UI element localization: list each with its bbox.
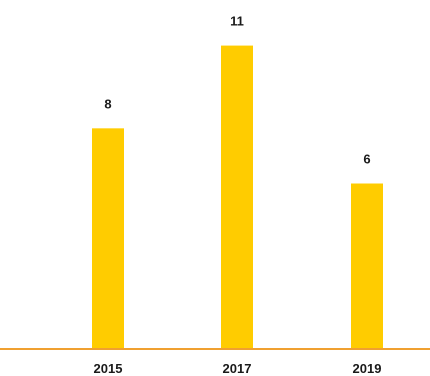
data-label-2015: 8 bbox=[104, 96, 111, 111]
data-label-2019: 6 bbox=[363, 152, 370, 167]
data-labels-layer: 8 11 6 bbox=[104, 14, 370, 167]
bars-layer bbox=[92, 45, 383, 349]
x-tick-label-2019: 2019 bbox=[353, 361, 382, 376]
data-label-2017: 11 bbox=[230, 14, 244, 29]
bar-2019 bbox=[351, 183, 383, 349]
bar-2015 bbox=[92, 128, 124, 349]
bar-2017 bbox=[221, 45, 253, 349]
x-tick-labels-layer: 2015 2017 2019 bbox=[94, 361, 382, 376]
x-tick-label-2017: 2017 bbox=[223, 361, 252, 376]
x-tick-label-2015: 2015 bbox=[94, 361, 123, 376]
